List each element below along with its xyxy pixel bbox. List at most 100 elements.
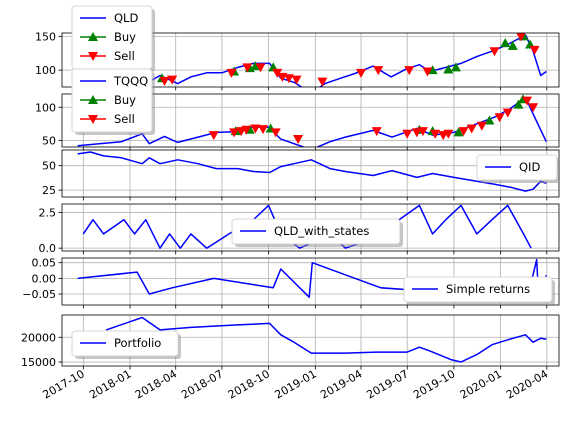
legend-label: QID	[519, 160, 540, 174]
buy-marker	[513, 99, 524, 109]
y-tick-label: −0.05	[22, 288, 56, 301]
legend-box	[71, 330, 179, 357]
sell-marker	[291, 75, 302, 85]
legend-buy-marker	[88, 32, 98, 41]
sell-marker	[494, 113, 505, 123]
series-line	[77, 151, 547, 192]
series-line	[77, 34, 547, 87]
y-tick-label: 20000	[21, 331, 56, 344]
x-tick-label: 2019-01	[273, 367, 319, 401]
sell-marker	[422, 67, 433, 77]
sell-marker	[241, 125, 252, 135]
sell-marker	[272, 68, 283, 78]
sell-marker	[476, 121, 487, 131]
series-line	[105, 316, 547, 363]
sell-marker	[159, 76, 170, 86]
sell-marker	[283, 74, 294, 84]
panel-1: 50 100	[35, 93, 560, 151]
legend-sell-marker	[88, 115, 98, 124]
y-tick-label: 150	[35, 30, 56, 43]
sell-marker	[443, 129, 454, 139]
legend-box	[231, 218, 401, 245]
axes-frame	[61, 93, 560, 148]
y-tick-label: 15000	[21, 356, 56, 369]
legend-label: QLD	[114, 11, 138, 25]
legend-label: Sell	[114, 49, 135, 63]
y-tick-label: 0.05	[32, 257, 57, 270]
sell-marker	[466, 124, 477, 134]
sell-marker	[226, 68, 237, 78]
sell-marker	[356, 68, 367, 78]
sell-marker	[502, 108, 513, 118]
x-tick-label: 2019-04	[318, 367, 364, 401]
legend-buy-marker	[88, 95, 98, 104]
legend-label: Buy	[114, 30, 136, 44]
y-tick-label: 100	[35, 64, 56, 77]
x-tick-label: 2018-04	[133, 367, 179, 401]
axes-frame	[61, 32, 560, 88]
sell-marker	[371, 127, 382, 137]
y-tick-label: 100	[35, 101, 56, 114]
x-tick-label: 2018-07	[179, 367, 225, 401]
legend-2: QID	[476, 154, 560, 183]
y-tick-label: 50	[42, 160, 56, 173]
sell-marker	[417, 127, 428, 137]
legend-3: QLD_with_states	[231, 218, 403, 247]
legend-5: Portfolio	[71, 330, 181, 359]
legend-label: Portfolio	[114, 336, 161, 350]
sell-marker	[167, 75, 178, 85]
legend-1: TQQQ Buy Sell	[71, 68, 155, 135]
legend-label: Buy	[114, 93, 136, 107]
buy-marker	[453, 127, 464, 137]
sell-marker	[430, 129, 441, 139]
sell-marker	[242, 63, 253, 73]
buy-marker	[500, 38, 511, 48]
sell-marker	[293, 135, 304, 145]
axes-frame	[61, 203, 560, 252]
buy-marker	[427, 65, 438, 75]
x-tick-label: 2020-04	[504, 367, 550, 401]
x-tick-label: 2018-01	[87, 367, 133, 401]
legend-box	[403, 276, 553, 303]
legend-4: Simple returns	[403, 276, 555, 305]
legend-0: QLD Buy Sell	[71, 5, 155, 72]
axes-frame	[61, 257, 560, 306]
plot-area-2	[77, 151, 547, 192]
sell-marker	[528, 103, 539, 113]
legend-label: TQQQ	[113, 74, 148, 88]
sell-marker	[229, 128, 240, 138]
sell-marker	[458, 127, 469, 137]
panel-5: 15000 20000	[21, 314, 560, 370]
panel-0: 100 150	[35, 30, 560, 91]
plot-area-1	[77, 94, 547, 147]
legend-label: QLD_with_states	[274, 224, 369, 238]
y-tick-label: 2.5	[39, 207, 57, 220]
legend-label: Sell	[114, 112, 135, 126]
y-tick-label: 0.00	[32, 272, 57, 285]
sell-marker	[373, 66, 384, 76]
buy-marker	[450, 62, 461, 72]
sell-marker	[402, 129, 413, 139]
sell-marker	[404, 66, 415, 76]
buy-marker	[250, 61, 261, 71]
y-tick-label: 50	[42, 134, 56, 147]
legend-sell-marker	[88, 52, 98, 61]
x-tick-label: 2019-07	[364, 367, 410, 401]
sell-marker	[250, 124, 261, 134]
x-tick-label: 2017-10	[41, 367, 87, 401]
plot-area-5	[105, 316, 547, 363]
y-tick-label: 25	[42, 184, 56, 197]
sell-marker	[317, 77, 328, 87]
sell-marker	[208, 131, 219, 141]
legend-box	[476, 154, 558, 181]
sell-marker	[270, 128, 281, 138]
sell-marker	[255, 63, 266, 73]
x-tick-label: 2018-10	[226, 367, 272, 401]
buy-marker	[484, 115, 495, 125]
sell-marker	[516, 33, 526, 42]
sell-marker	[258, 125, 269, 135]
plot-area-0	[77, 33, 547, 87]
axes-frame	[61, 314, 560, 367]
sell-marker	[489, 47, 500, 57]
